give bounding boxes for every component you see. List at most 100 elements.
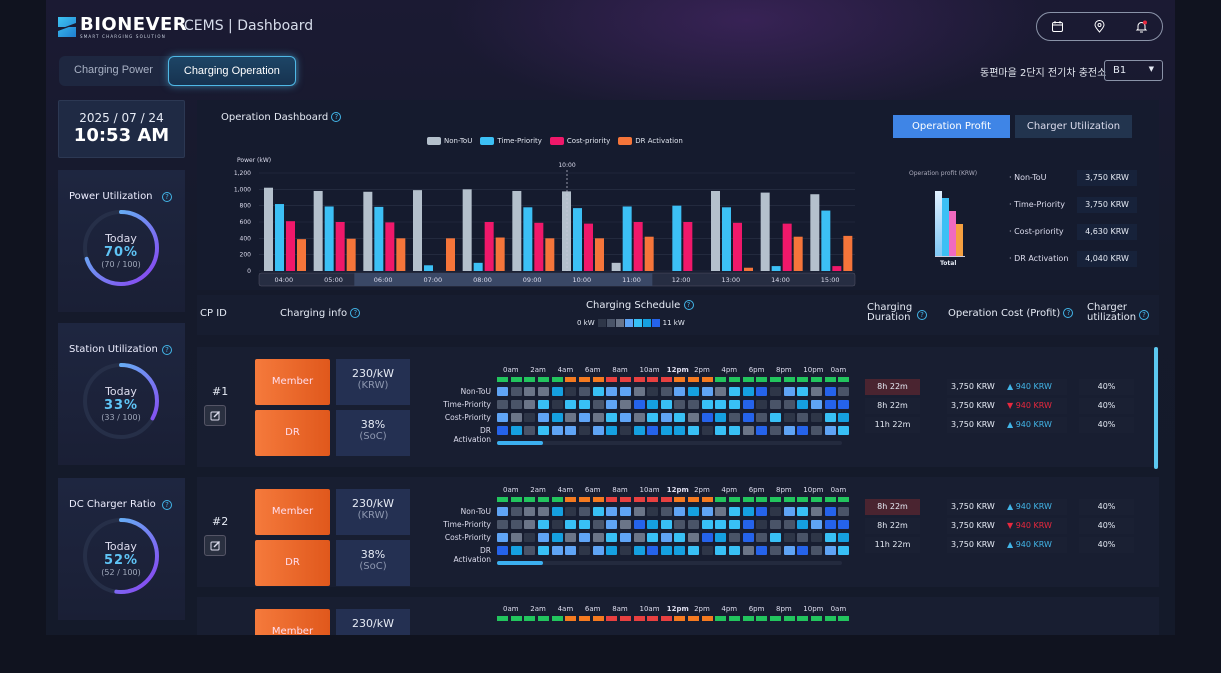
schedule-cell[interactable] bbox=[674, 546, 686, 555]
schedule-cell[interactable] bbox=[619, 387, 631, 396]
bar-cost-priority[interactable] bbox=[832, 266, 842, 271]
schedule-cell[interactable] bbox=[770, 387, 781, 396]
bar-cost-priority[interactable] bbox=[782, 223, 792, 271]
schedule-cell[interactable] bbox=[770, 533, 781, 542]
schedule-cell[interactable] bbox=[497, 520, 508, 529]
schedule-cell[interactable] bbox=[810, 387, 822, 396]
schedule-cell[interactable] bbox=[770, 546, 781, 555]
schedule-cell[interactable] bbox=[565, 413, 577, 422]
schedule-cell[interactable] bbox=[524, 546, 536, 555]
schedule-cell[interactable] bbox=[537, 426, 549, 435]
schedule-cell[interactable] bbox=[592, 546, 604, 555]
bar-cost-priority[interactable] bbox=[335, 222, 345, 271]
bar-non-tou[interactable] bbox=[462, 189, 472, 271]
bar-time-priority[interactable] bbox=[622, 206, 632, 271]
bar-time-priority[interactable] bbox=[771, 266, 781, 271]
schedule-cell[interactable] bbox=[770, 413, 781, 422]
schedule-cell[interactable] bbox=[674, 520, 686, 529]
tab-charging-operation[interactable]: Charging Operation bbox=[167, 56, 296, 86]
notification-bell-icon[interactable] bbox=[1134, 20, 1148, 34]
schedule-cell[interactable] bbox=[742, 413, 754, 422]
edit-icon[interactable] bbox=[204, 405, 226, 426]
schedule-cell[interactable] bbox=[524, 520, 536, 529]
schedule-cell[interactable] bbox=[810, 413, 822, 422]
schedule-cell[interactable] bbox=[701, 387, 713, 396]
bar-time-priority[interactable] bbox=[324, 206, 334, 271]
schedule-cell[interactable] bbox=[838, 546, 850, 555]
schedule-cell[interactable] bbox=[756, 426, 768, 435]
edit-icon[interactable] bbox=[204, 535, 226, 556]
bar-dr-activation[interactable] bbox=[545, 238, 555, 271]
schedule-cell[interactable] bbox=[701, 413, 713, 422]
table-scrollbar[interactable] bbox=[1154, 347, 1158, 469]
help-icon[interactable]: ? bbox=[331, 112, 342, 122]
schedule-cell[interactable] bbox=[783, 426, 795, 435]
schedule-cell[interactable] bbox=[701, 546, 713, 555]
schedule-cell[interactable] bbox=[688, 387, 700, 396]
schedule-cell[interactable] bbox=[565, 387, 577, 396]
schedule-cell[interactable] bbox=[660, 413, 672, 422]
schedule-cell[interactable] bbox=[524, 507, 536, 516]
bar-dr-activation[interactable] bbox=[495, 237, 505, 271]
schedule-cell[interactable] bbox=[688, 426, 700, 435]
schedule-cell[interactable] bbox=[551, 507, 563, 516]
tab-charging-power[interactable]: Charging Power bbox=[74, 64, 153, 76]
schedule-cell[interactable] bbox=[729, 520, 741, 529]
schedule-cell[interactable] bbox=[578, 546, 590, 555]
bar-cost-priority[interactable] bbox=[484, 222, 494, 271]
schedule-cell[interactable] bbox=[606, 533, 618, 542]
schedule-cell[interactable] bbox=[619, 507, 631, 516]
schedule-cell[interactable] bbox=[770, 426, 781, 435]
schedule-cell[interactable] bbox=[537, 520, 549, 529]
schedule-cell[interactable] bbox=[524, 533, 536, 542]
schedule-cell[interactable] bbox=[729, 387, 741, 396]
schedule-cell[interactable] bbox=[633, 520, 645, 529]
schedule-cell[interactable] bbox=[729, 426, 741, 435]
schedule-cell[interactable] bbox=[688, 400, 700, 409]
schedule-cell[interactable] bbox=[824, 426, 836, 435]
schedule-cell[interactable] bbox=[715, 426, 727, 435]
schedule-cell[interactable] bbox=[742, 546, 754, 555]
bar-dr-activation[interactable] bbox=[346, 238, 356, 271]
schedule-cell[interactable] bbox=[783, 387, 795, 396]
schedule-cell[interactable] bbox=[824, 533, 836, 542]
schedule-cell[interactable] bbox=[497, 507, 508, 516]
schedule-cell[interactable] bbox=[824, 520, 836, 529]
schedule-cell[interactable] bbox=[565, 507, 577, 516]
bar-cost-priority[interactable] bbox=[633, 222, 643, 271]
schedule-cell[interactable] bbox=[551, 400, 563, 409]
help-icon[interactable]: ? bbox=[683, 300, 694, 310]
schedule-cell[interactable] bbox=[551, 426, 563, 435]
schedule-cell[interactable] bbox=[742, 387, 754, 396]
schedule-cell[interactable] bbox=[783, 533, 795, 542]
time-range-selection[interactable] bbox=[354, 273, 653, 286]
schedule-cell[interactable] bbox=[701, 533, 713, 542]
schedule-cell[interactable] bbox=[756, 387, 768, 396]
schedule-cell[interactable] bbox=[619, 533, 631, 542]
dr-button[interactable]: DR bbox=[255, 410, 330, 456]
schedule-cell[interactable] bbox=[715, 387, 727, 396]
schedule-cell[interactable] bbox=[783, 400, 795, 409]
schedule-cell[interactable] bbox=[742, 426, 754, 435]
help-icon[interactable]: ? bbox=[162, 345, 172, 355]
legend-item[interactable]: Cost-priority bbox=[549, 137, 610, 145]
schedule-cell[interactable] bbox=[660, 426, 672, 435]
schedule-cell[interactable] bbox=[578, 507, 590, 516]
schedule-cell[interactable] bbox=[510, 413, 522, 422]
schedule-cell[interactable] bbox=[715, 413, 727, 422]
schedule-cell[interactable] bbox=[797, 413, 809, 422]
schedule-cell[interactable] bbox=[810, 546, 822, 555]
schedule-cell[interactable] bbox=[824, 546, 836, 555]
bar-non-tou[interactable] bbox=[313, 190, 323, 271]
schedule-cell[interactable] bbox=[770, 400, 781, 409]
schedule-cell[interactable] bbox=[797, 546, 809, 555]
schedule-cell[interactable] bbox=[551, 533, 563, 542]
schedule-cell[interactable] bbox=[701, 520, 713, 529]
schedule-cell[interactable] bbox=[742, 400, 754, 409]
schedule-cell[interactable] bbox=[674, 387, 686, 396]
schedule-cell[interactable] bbox=[510, 520, 522, 529]
schedule-cell[interactable] bbox=[510, 426, 522, 435]
schedule-cell[interactable] bbox=[715, 400, 727, 409]
bar-dr-activation[interactable] bbox=[396, 238, 406, 271]
help-icon[interactable]: ? bbox=[1139, 310, 1149, 320]
